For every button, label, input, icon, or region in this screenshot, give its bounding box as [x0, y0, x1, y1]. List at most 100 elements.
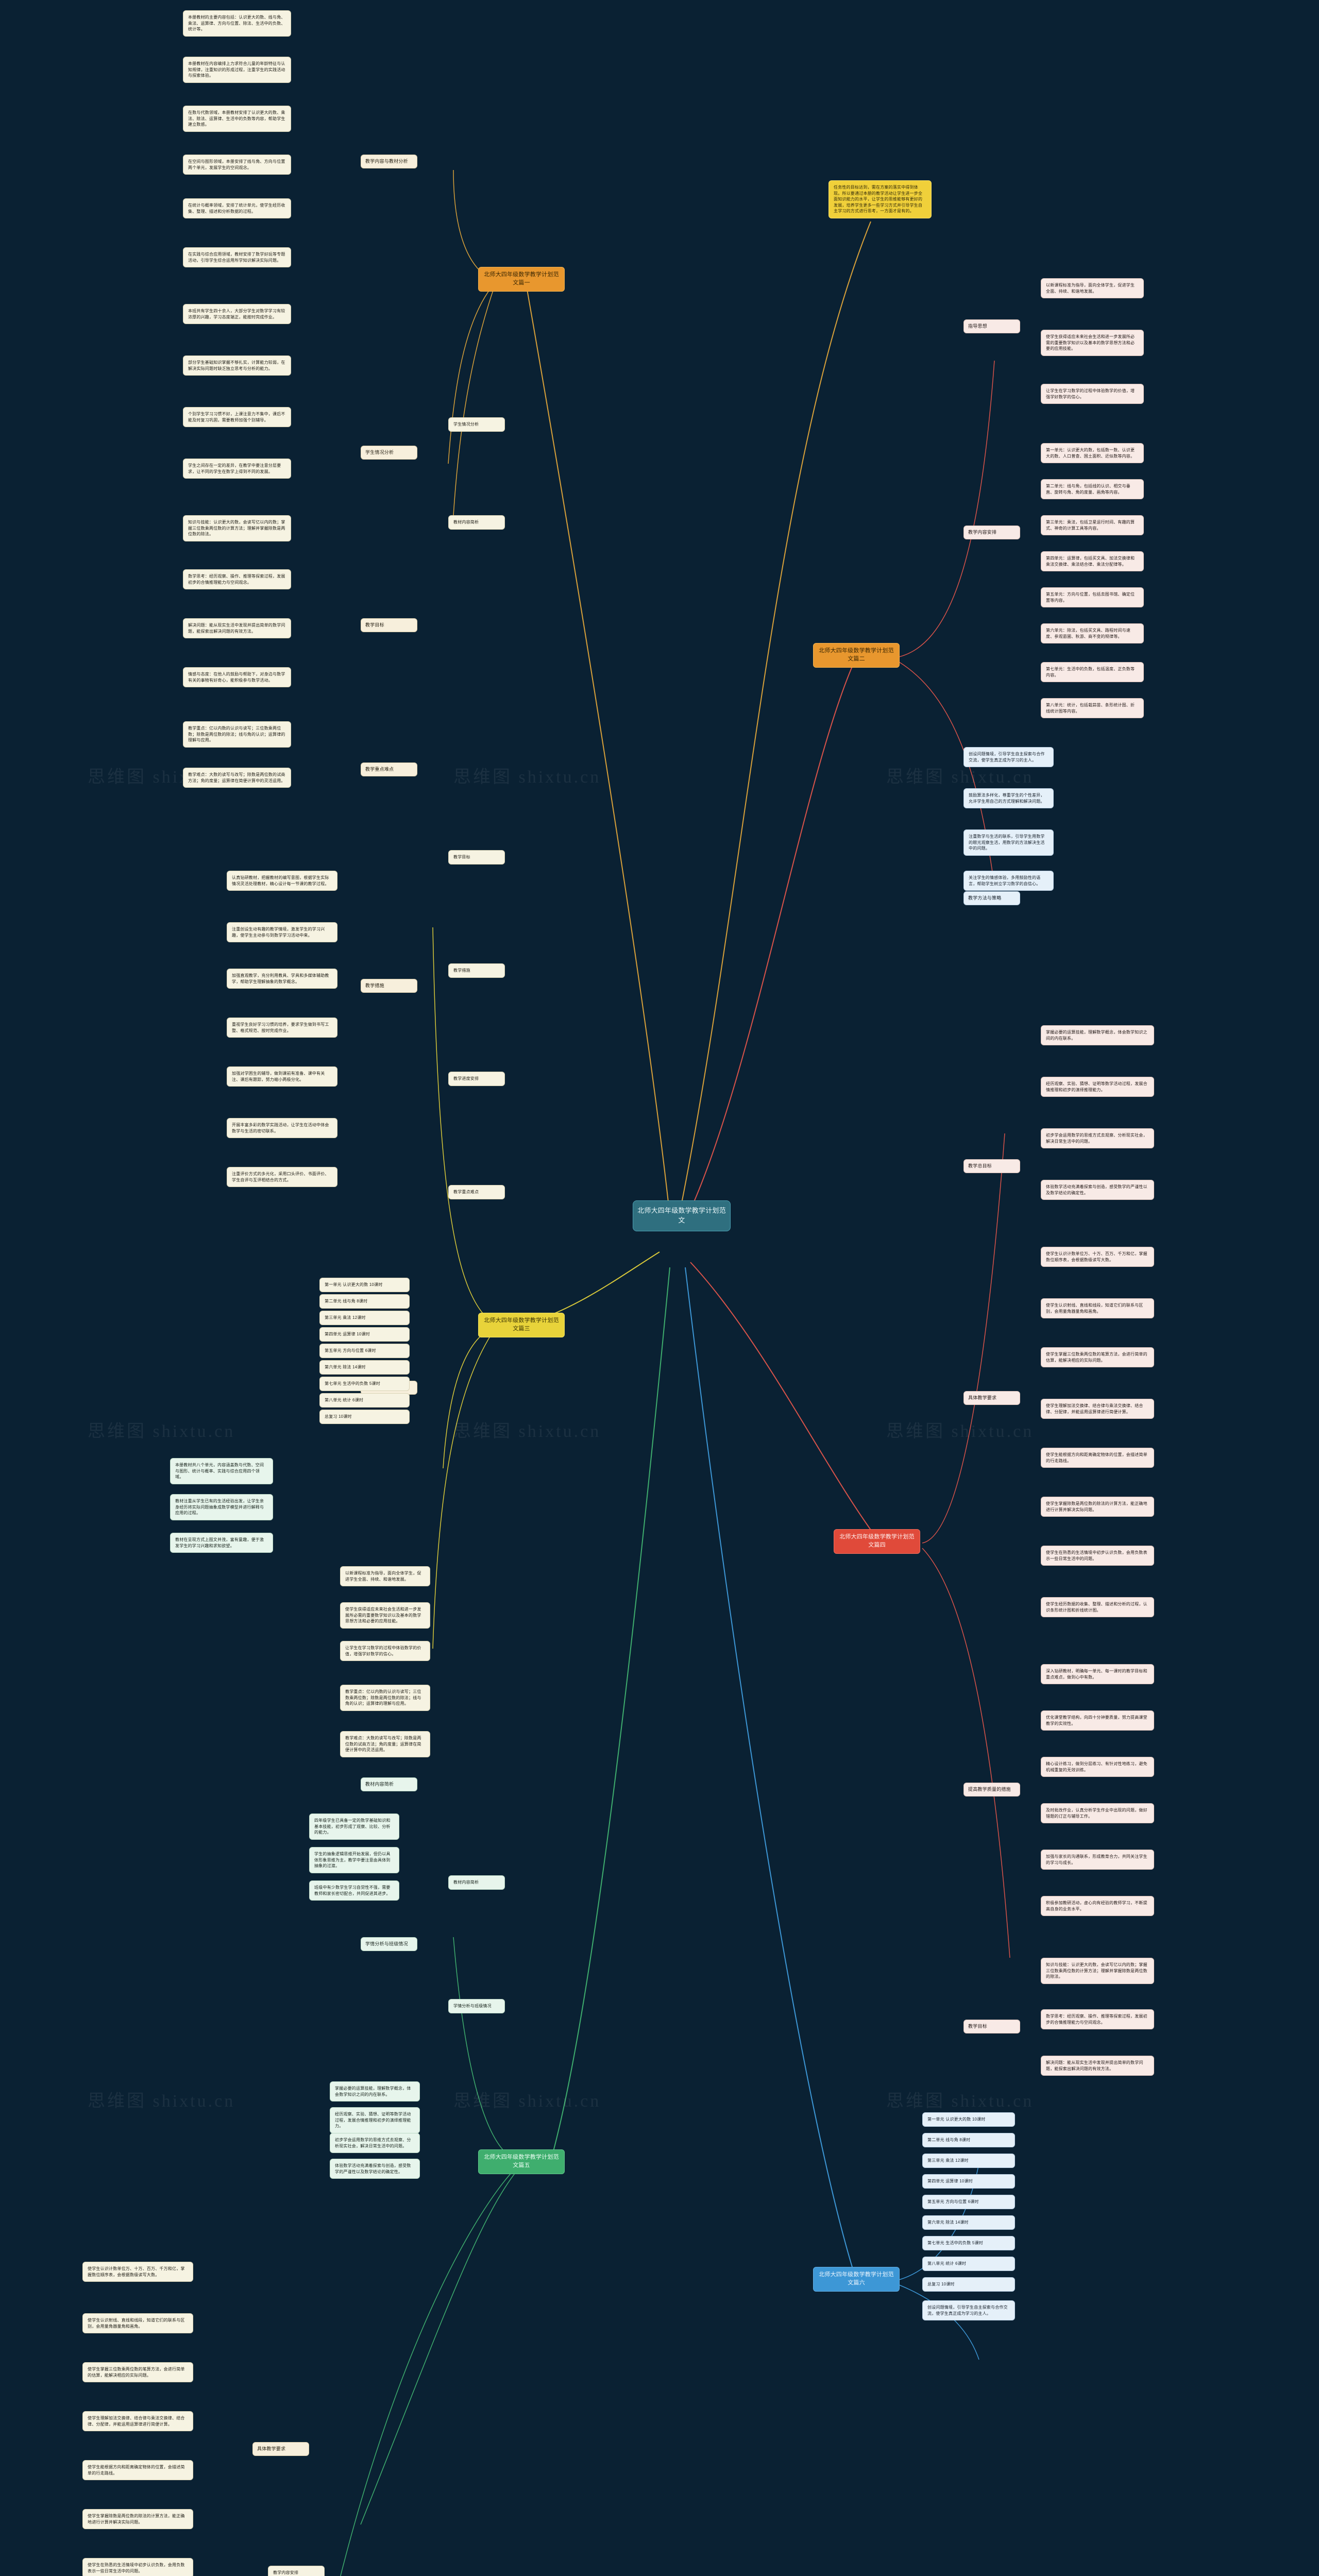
leaf-node: 使学生能根据方向和距离确定物体的位置，会描述简单的行走路线。 [82, 2460, 193, 2481]
leaf-node: 教材注重从学生已有的生活经验出发，让学生亲身经历将实际问题抽象成数学模型并进行解… [170, 1494, 273, 1520]
group-title-9[interactable]: 具体教学要求 [252, 2442, 309, 2456]
leaf-node: 第二单元 线与角 8课时 [922, 2133, 1015, 2147]
leaf-node: 个别学生学习习惯不好，上课注意力不集中，课后不能及时复习巩固，需要教师加强个别辅… [183, 407, 291, 428]
branch-node-2[interactable]: 北师大四年级数学教学计划范文篇二 [813, 643, 900, 668]
leaf-node: 知识与技能：认识更大的数，会读写亿以内的数；掌握三位数乘两位数的计算方法；理解并… [183, 515, 291, 541]
group-title-sub-d[interactable]: 教学措施 [448, 963, 505, 978]
group-title-12[interactable]: 教学内容安排 [963, 526, 1020, 540]
leaf-node: 第一单元 认识更大的数 10课时 [319, 1278, 410, 1292]
watermark: 思维图 shixtu.cn [886, 2092, 1034, 2111]
watermark: 思维图 shixtu.cn [886, 1422, 1034, 1441]
leaf-node: 在数与代数领域，本册教材安排了认识更大的数、乘法、除法、运算律、生活中的负数等内… [183, 106, 291, 132]
group-title-8[interactable]: 学情分析与班级情况 [361, 1937, 417, 1952]
leaf-node: 本册教材共八个单元，内容涵盖数与代数、空间与图形、统计与概率、实践与综合应用四个… [170, 1458, 273, 1484]
leaf-node: 数学思考：经历观察、操作、推理等探索过程，发展初步的合情推理能力与空间观念。 [183, 569, 291, 590]
leaf-node: 使学生能根据方向和距离确定物体的位置，会描述简单的行走路线。 [1041, 1448, 1154, 1468]
branch-node-3[interactable]: 北师大四年级数学教学计划范文篇三 [478, 1313, 565, 1337]
leaf-node: 情感与态度：在他人的鼓励与帮助下，对身边与数学有关的事物有好奇心，能积极参与数学… [183, 667, 291, 688]
leaf-node: 注重创设生动有趣的教学情境，激发学生的学习兴趣，使学生主动参与到数学学习活动中来… [227, 922, 337, 943]
leaf-node: 部分学生基础知识掌握不够扎实，计算能力较弱，在解决实际问题时缺乏独立思考与分析的… [183, 355, 291, 376]
leaf-node: 使学生认识计数单位万、十万、百万、千万和亿，掌握数位顺序表，会根据数级读写大数。 [82, 2262, 193, 2282]
group-title-7[interactable]: 教材内容简析 [361, 1777, 417, 1792]
watermark: 思维图 shixtu.cn [88, 1422, 235, 1441]
group-title-sub-a[interactable]: 具体教学要求 [963, 1391, 1020, 1405]
leaf-node: 体验数学活动充满着探索与创造，感受数学的严谨性以及数学结论的确定性。 [330, 2159, 420, 2179]
branch-node-1[interactable]: 北师大四年级数学教学计划范文篇一 [478, 267, 565, 292]
leaf-node: 解决问题：能从现实生活中发现并提出简单的数学问题，能探索出解决问题的有效方法。 [183, 618, 291, 639]
leaf-node: 第七单元：生活中的负数，包括温度、正负数等内容。 [1041, 662, 1144, 683]
leaf-node: 体验数学活动充满着探索与创造，感受数学的严谨性以及数学结论的确定性。 [1041, 1180, 1154, 1200]
top-note: 任务性的目标达到，需在方案的落实中得到体现。所以要通过本册的教学活动让学生进一步… [828, 180, 932, 218]
leaf-node: 班级中有少数学生学习自觉性不强，需要教师和家长密切配合，共同促进其进步。 [309, 1880, 399, 1901]
leaf-node: 教学难点：大数的读写与改写；除数是两位数的试商方法；角的度量；运算律在简便计算中… [340, 1731, 430, 1757]
leaf-node: 开展丰富多彩的数学实践活动，让学生在活动中体会数学与生活的密切联系。 [227, 1118, 337, 1139]
leaf-node: 总复习 10课时 [319, 1410, 410, 1424]
leaf-node: 第一单元 认识更大的数 10课时 [922, 2112, 1015, 2127]
leaf-node: 关注学生的情感体验，多用鼓励性的语言，帮助学生树立学习数学的自信心。 [963, 871, 1054, 891]
leaf-node: 使学生在熟悉的生活情境中初步认识负数，会用负数表示一些日常生活中的问题。 [82, 2558, 193, 2576]
leaf-node: 初步学会运用数学的思维方式去观察、分析现实社会，解决日常生活中的问题。 [330, 2133, 420, 2154]
group-title-5[interactable]: 教学措施 [361, 979, 417, 993]
leaf-node: 重视学生良好学习习惯的培养，要求学生做到书写工整、格式规范、按时完成作业。 [227, 1018, 337, 1038]
leaf-node: 使学生获得适应未来社会生活和进一步发展所必需的重要数学知识以及基本的数学思想方法… [340, 1602, 430, 1629]
group-title-sub-i[interactable]: 教材内容简析 [448, 515, 505, 530]
leaf-node: 使学生经历数据的收集、整理、描述和分析的过程，认识条形统计图和折线统计图。 [1041, 1597, 1154, 1618]
leaf-node: 精心设计练习，做到分层练习、有针对性地练习，避免机械重复的无效训练。 [1041, 1757, 1154, 1777]
leaf-node: 认真钻研教材，把握教材的编写意图，根据学生实际情况灵活处理教材，精心设计每一节课… [227, 871, 337, 891]
leaf-node: 第七单元 生活中的负数 5课时 [922, 2236, 1015, 2250]
branch-node-4[interactable]: 北师大四年级数学教学计划范文篇四 [834, 1529, 920, 1554]
leaf-node: 及时批改作业，认真分析学生作业中出现的问题，做好错题的订正与辅导工作。 [1041, 1803, 1154, 1824]
group-title-sub-c[interactable]: 教学目标 [963, 2020, 1020, 2034]
group-title-1[interactable]: 教学内容与教材分析 [361, 155, 417, 169]
branch-node-6[interactable]: 北师大四年级数学教学计划范文篇六 [813, 2267, 900, 2292]
group-title-11[interactable]: 指导思想 [963, 319, 1020, 334]
root-node[interactable]: 北师大四年级数学教学计划范文 [633, 1200, 731, 1231]
group-title-sub-b[interactable]: 提高教学质量的措施 [963, 1783, 1020, 1797]
leaf-node: 第八单元：统计，包括栽蒜苗、条形统计图、折线统计图等内容。 [1041, 698, 1144, 719]
leaf-node: 四年级学生已具备一定的数学基础知识和基本技能，初步形成了观察、比较、分析的能力。 [309, 1814, 399, 1840]
leaf-node: 教学难点：大数的读写与改写；除数是两位数的试商方法；角的度量；运算律在简便计算中… [183, 768, 291, 788]
group-title-4[interactable]: 教学重点难点 [361, 762, 417, 777]
group-title-14[interactable]: 教学总目标 [963, 1159, 1020, 1174]
leaf-node: 第八单元 统计 6课时 [922, 2257, 1015, 2271]
group-title-13[interactable]: 教学方法与策略 [963, 891, 1020, 906]
group-title-2[interactable]: 学生情况分析 [361, 446, 417, 460]
leaf-node: 第七单元 生活中的负数 5课时 [319, 1377, 410, 1391]
leaf-node: 让学生在学习数学的过程中体验数学的价值，增强学好数学的信心。 [340, 1641, 430, 1662]
leaf-node: 第五单元：方向与位置，包括去图书馆、确定位置等内容。 [1041, 587, 1144, 608]
leaf-node: 总复习 10课时 [922, 2277, 1015, 2292]
leaf-node: 使学生掌握除数是两位数的除法的计算方法，能正确地进行计算并解决实际问题。 [82, 2509, 193, 2530]
leaf-node: 第四单元 运算律 10课时 [922, 2174, 1015, 2189]
leaf-node: 使学生掌握三位数乘两位数的笔算方法，会进行简单的估算，能解决相应的实际问题。 [1041, 1347, 1154, 1368]
leaf-node: 以新课程标准为指导，面向全体学生，促进学生全面、持续、和谐地发展。 [1041, 278, 1144, 299]
group-title-sub-k[interactable]: 教材内容简析 [448, 1875, 505, 1890]
leaf-node: 第六单元 除法 14课时 [922, 2215, 1015, 2230]
leaf-node: 第三单元 乘法 12课时 [319, 1311, 410, 1325]
leaf-node: 本册教材在内容编排上力求符合儿童的年龄特征与认知规律，注重知识的形成过程，注重学… [183, 57, 291, 83]
branch-node-5[interactable]: 北师大四年级数学教学计划范文篇五 [478, 2149, 565, 2174]
leaf-node: 第六单元：除法，包括买文具、路程时间与速度、参观苗圃、秋游、商不变的规律等。 [1041, 623, 1144, 644]
group-title-sub-g[interactable]: 教学目标 [448, 850, 505, 865]
leaf-node: 第八单元 统计 6课时 [319, 1393, 410, 1408]
group-title-sub-e[interactable]: 教学进度安排 [448, 1072, 505, 1086]
leaf-node: 教学重点：亿以内数的认识与读写；三位数乘两位数；除数是两位数的除法；线与角的认识… [183, 721, 291, 748]
leaf-node: 经历观察、实验、猜想、证明等数学活动过程，发展合情推理和初步的演绎推理能力。 [330, 2107, 420, 2133]
leaf-node: 教材在呈现方式上图文并茂，富有童趣，便于激发学生的学习兴趣和求知欲望。 [170, 1533, 273, 1553]
leaf-node: 经历观察、实验、猜想、证明等数学活动过程，发展合情推理和初步的演绎推理能力。 [1041, 1077, 1154, 1097]
leaf-node: 以新课程标准为指导，面向全体学生，促进学生全面、持续、和谐地发展。 [340, 1566, 430, 1587]
leaf-node: 第二单元：线与角，包括线的认识、相交与垂直、旋转与角、角的度量、画角等内容。 [1041, 479, 1144, 500]
leaf-node: 学生的抽象逻辑思维开始发展，但仍以具体形象思维为主，教学中要注意由具体到抽象的过… [309, 1847, 399, 1873]
group-title-sub-f[interactable]: 教学重点难点 [448, 1185, 505, 1199]
leaf-node: 使学生获得适应未来社会生活和进一步发展所必需的重要数学知识以及基本的数学思想方法… [1041, 330, 1144, 356]
leaf-node: 创设问题情境，引导学生自主探索与合作交流，使学生真正成为学习的主人。 [963, 747, 1054, 768]
leaf-node: 让学生在学习数学的过程中体验数学的价值，增强学好数学的信心。 [1041, 384, 1144, 404]
group-title-sub-l[interactable]: 教学内容安排 [268, 2566, 325, 2576]
leaf-node: 注重评价方式的多元化，采用口头评价、书面评价、学生自评与互评相结合的方式。 [227, 1167, 337, 1188]
leaf-node: 鼓励算法多样化，尊重学生的个性差异，允许学生用自己的方式理解和解决问题。 [963, 788, 1054, 809]
group-title-3[interactable]: 教学目标 [361, 618, 417, 633]
leaf-node: 本册教材的主要内容包括：认识更大的数、线与角、乘法、运算律、方向与位置、除法、生… [183, 10, 291, 37]
group-title-sub-h[interactable]: 学生情况分析 [448, 417, 505, 432]
group-title-sub-j[interactable]: 学情分析与班级情况 [448, 1999, 505, 2013]
leaf-node: 在统计与概率领域，安排了统计单元，使学生经历收集、整理、描述和分析数据的过程。 [183, 198, 291, 219]
